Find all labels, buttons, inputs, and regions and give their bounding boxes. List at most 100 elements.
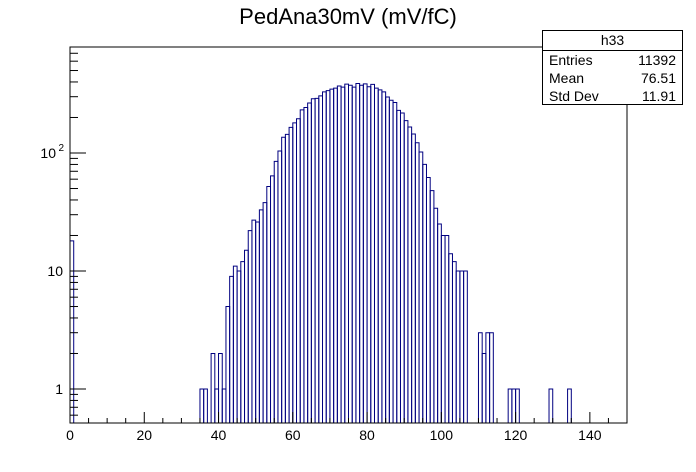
- histogram-bin: [481, 352, 487, 423]
- histogram-bin: [348, 84, 353, 423]
- histogram-bin: [262, 202, 268, 423]
- histogram-bin: [388, 99, 394, 423]
- histogram-bin: [232, 265, 238, 423]
- stats-row-entries: Entries 11392: [543, 51, 682, 69]
- histogram-bin: [511, 388, 517, 423]
- histogram-bin: [373, 87, 379, 423]
- histogram-bin: [448, 253, 453, 423]
- histogram-bin: [284, 133, 290, 423]
- x-tick-label: 60: [285, 427, 301, 443]
- histogram-bin: [411, 133, 416, 423]
- x-tick-label: 100: [430, 427, 454, 443]
- histogram-bin: [377, 89, 383, 423]
- histogram-bin: [444, 234, 450, 423]
- histogram-bin: [236, 270, 242, 423]
- histogram-bin: [299, 109, 305, 423]
- x-tick-label: 120: [504, 427, 528, 443]
- histogram-bin: [414, 142, 420, 423]
- histogram-bin: [344, 83, 349, 423]
- histogram-bin: [288, 126, 294, 423]
- histogram-bin: [318, 95, 324, 423]
- histogram-bin: [489, 332, 494, 423]
- chart-title: PedAna30mV (mV/fC): [239, 4, 457, 29]
- histogram-bin: [422, 163, 427, 423]
- histogram-bin: [507, 388, 513, 423]
- axis-ticks: [69, 52, 628, 423]
- stats-entries-label: Entries: [549, 52, 593, 68]
- histogram-bars: [69, 83, 572, 423]
- histogram-bin: [296, 118, 301, 423]
- histogram-bin: [240, 261, 246, 423]
- histogram-bin: [329, 88, 335, 423]
- histogram-bin: [407, 126, 413, 423]
- stats-entries-value: 11392: [638, 52, 676, 68]
- histogram-bin: [440, 234, 446, 423]
- histogram-bin: [277, 150, 283, 423]
- histogram-bin: [225, 306, 231, 423]
- stats-row-mean: Mean 76.51: [543, 69, 682, 87]
- stats-histogram-name: h33: [543, 31, 682, 51]
- histogram-bin: [310, 98, 316, 423]
- histogram-bin: [322, 91, 327, 423]
- histogram-bin: [218, 352, 223, 423]
- histogram-bin: [433, 207, 439, 423]
- stats-box: h33 Entries 11392 Mean 76.51 Std Dev 11.…: [542, 30, 683, 105]
- histogram-bin: [418, 151, 424, 423]
- histogram-bin: [429, 190, 435, 423]
- x-tick-label: 140: [578, 427, 602, 443]
- histogram-bin: [247, 230, 253, 423]
- histogram-bin: [281, 136, 286, 423]
- histogram-bin: [455, 270, 461, 423]
- stats-mean-label: Mean: [549, 70, 585, 86]
- stats-row-std: Std Dev 11.91: [543, 87, 682, 105]
- histogram-bin: [485, 332, 491, 423]
- histogram-bin: [258, 209, 264, 423]
- histogram-bin: [359, 84, 364, 423]
- y-tick-label: 1: [55, 381, 63, 397]
- histogram-bin: [292, 122, 298, 423]
- stats-std-value: 11.91: [642, 88, 676, 104]
- histogram-bin: [459, 270, 465, 423]
- histogram-bin: [270, 175, 275, 423]
- histogram-bin: [251, 219, 257, 423]
- x-tick-label: 0: [66, 427, 74, 443]
- histogram-bin: [255, 221, 260, 423]
- histogram-bin: [463, 270, 468, 423]
- histogram-bin: [221, 388, 227, 423]
- histogram-bin: [210, 352, 216, 423]
- histogram-bin: [203, 388, 208, 423]
- histogram-bin: [333, 87, 338, 423]
- histogram-bin: [425, 176, 431, 423]
- histogram-bin: [451, 261, 457, 423]
- histogram-bin: [199, 388, 205, 423]
- histogram-bin: [477, 332, 483, 423]
- histogram-bin: [385, 96, 390, 423]
- histogram-bin: [351, 86, 357, 423]
- histogram-bin: [336, 85, 342, 423]
- histogram-bin: [567, 388, 572, 423]
- histogram-bin: [340, 86, 346, 423]
- stats-mean-value: 76.51: [640, 70, 676, 86]
- histogram-bin: [266, 186, 272, 423]
- x-tick-label: 40: [211, 427, 227, 443]
- histogram-bin: [307, 102, 312, 423]
- histogram-bin: [303, 106, 309, 423]
- stats-std-label: Std Dev: [549, 88, 599, 104]
- y-tick-label: 10: [40, 145, 56, 161]
- histogram-bin: [314, 97, 320, 423]
- histogram-bin: [399, 112, 405, 423]
- histogram-bin: [392, 101, 398, 423]
- histogram-bin: [362, 83, 368, 423]
- histogram-bin: [325, 90, 331, 423]
- histogram-bin: [437, 223, 442, 423]
- histogram-bin: [273, 160, 279, 423]
- y-tick-exponent: 2: [58, 143, 64, 154]
- y-tick-label: 10: [47, 263, 63, 279]
- histogram-bin: [229, 275, 234, 423]
- x-tick-label: 20: [136, 427, 152, 443]
- histogram-bin: [396, 109, 401, 423]
- histogram-bin: [366, 86, 372, 423]
- histogram-bin: [244, 249, 249, 423]
- histogram-bin: [370, 83, 375, 423]
